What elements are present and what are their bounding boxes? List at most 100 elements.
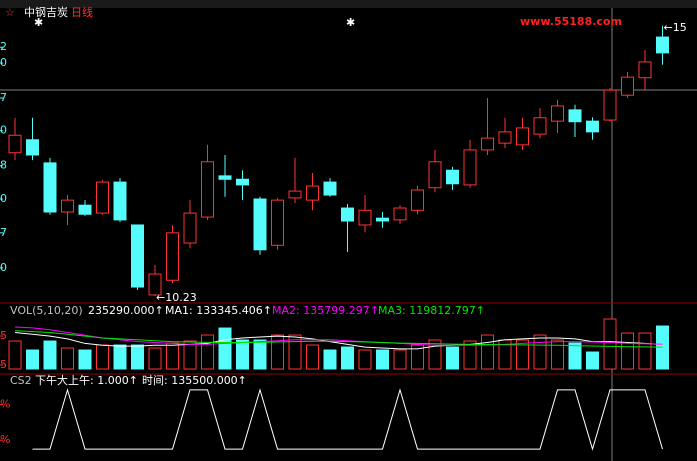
candle-body <box>533 117 547 135</box>
candle-body <box>586 120 599 133</box>
y-tick-label: % <box>0 398 10 411</box>
volume-bar <box>603 318 617 370</box>
menu-bar <box>0 0 697 8</box>
candle-body <box>183 212 197 244</box>
volume-bar <box>638 332 652 370</box>
y-tick-label: 0 <box>0 56 7 69</box>
candle-body <box>43 162 57 213</box>
volume-bar <box>323 349 337 370</box>
volume-bar <box>61 347 74 370</box>
volume-bar <box>271 334 284 370</box>
candle-body <box>376 217 389 222</box>
volume-bar <box>183 340 197 370</box>
chart-title: 中钢吉炭 <box>24 6 68 19</box>
candle-body <box>131 224 144 288</box>
legend-entry: MA2: 135799.297↑ <box>272 304 379 317</box>
candle-body <box>551 105 564 122</box>
y-tick-label: 7 <box>0 91 7 104</box>
candle-body <box>253 198 267 251</box>
volume-bar <box>236 339 249 370</box>
candle-body <box>201 161 214 218</box>
candle-body <box>78 204 92 215</box>
volume-bar <box>218 327 232 370</box>
marker: ✱ <box>346 16 355 29</box>
candle-body <box>481 137 494 151</box>
y-tick-label: 7 <box>0 226 7 239</box>
y-tick-label: 5 <box>0 329 7 342</box>
annotation: ←10.23 <box>156 291 197 304</box>
volume-bar <box>201 334 214 370</box>
volume-bar <box>43 340 57 370</box>
volume-bar <box>341 346 354 370</box>
candle-body <box>236 178 249 186</box>
candle-body <box>568 109 582 123</box>
candle-body <box>393 207 407 221</box>
cs2-title: CS2 <box>10 374 32 387</box>
candle-body <box>323 181 337 196</box>
volume-bar <box>306 344 319 370</box>
indicator-line <box>32 388 663 451</box>
title-line: 中钢吉炭 日线 <box>24 5 93 19</box>
candle-body <box>446 169 459 185</box>
volume-bar <box>516 339 529 370</box>
volume-bar <box>288 334 302 370</box>
readout: 下午大上午: 1.000↑ <box>35 373 138 387</box>
legend-entry: MA3: 119812.797↑ <box>378 304 485 317</box>
candle-body <box>306 185 319 201</box>
y-tick-label: 0 <box>0 124 7 137</box>
volume-bar <box>463 340 477 370</box>
annotation: ←15 <box>664 21 687 34</box>
marker: ✱ <box>34 16 43 29</box>
candle-body <box>603 89 617 121</box>
volume-bar <box>428 339 442 370</box>
y-tick-label: 0 <box>0 192 7 205</box>
volume-bar <box>26 349 39 370</box>
candle-body <box>656 36 669 54</box>
volume-bar <box>481 334 494 370</box>
volume-bar <box>411 344 424 370</box>
volume-bar <box>446 346 459 370</box>
chart-subtitle: 日线 <box>71 5 93 19</box>
candle-body <box>8 134 22 154</box>
readout: 时间: 135500.000↑ <box>142 374 247 387</box>
volume-bar <box>533 334 547 370</box>
ma-line <box>14 331 663 350</box>
candle-body <box>166 232 179 281</box>
candle-body <box>288 190 302 199</box>
y-tick-label: 2 <box>0 40 7 53</box>
candle-body <box>26 139 39 156</box>
cs2-legend: CS2 下午大上午: 1.000↑ 时间: 135500.000↑ <box>10 373 247 387</box>
candle-body <box>516 127 529 146</box>
vol-title: VOL(5,10,20) <box>10 304 83 317</box>
candle-body <box>113 181 127 221</box>
volume-bar <box>96 344 109 370</box>
volume-bar <box>568 342 582 370</box>
y-tick-label: 5 <box>0 358 7 371</box>
candle-body <box>463 149 477 186</box>
y-tick-label: % <box>0 433 10 446</box>
candle-body <box>271 199 284 246</box>
volume-bar <box>551 339 564 370</box>
y-tick-label: 0 <box>0 261 7 274</box>
vol-current: 235290.000↑ <box>88 304 164 317</box>
watermark: www.55188.com <box>520 15 622 28</box>
volume-bar <box>166 342 179 370</box>
vol-legend: VOL(5,10,20) 235290.000↑ MA1: 133345.406… <box>10 304 485 317</box>
volume-bar <box>131 344 144 370</box>
candle-body <box>498 131 512 144</box>
volume-bar <box>586 351 599 370</box>
volume-bar <box>621 332 634 370</box>
candle-body <box>638 61 652 79</box>
star-icon: ☆ <box>5 6 15 19</box>
ma-line <box>14 330 663 348</box>
candle-body <box>148 273 162 296</box>
candle-body <box>621 76 634 96</box>
y-tick-label: 8 <box>0 159 7 172</box>
volume-bar <box>148 347 162 370</box>
candle-body <box>411 189 424 211</box>
candle-body <box>428 161 442 189</box>
candle-body <box>96 181 109 214</box>
volume-bar <box>358 349 372 370</box>
candle-body <box>61 199 74 213</box>
